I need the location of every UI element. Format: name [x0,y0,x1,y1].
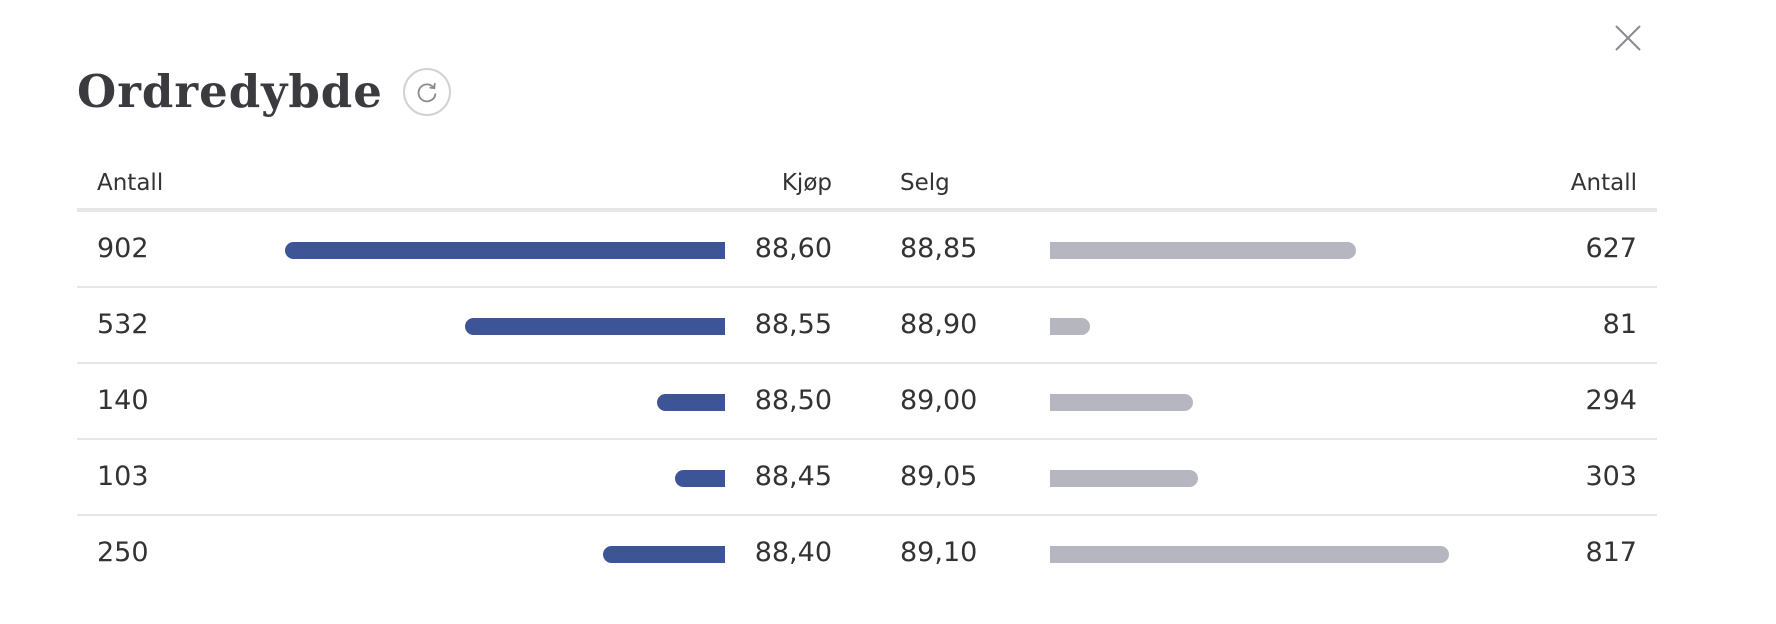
sell-quantity: 817 [1585,537,1637,568]
buy-quantity: 532 [97,309,149,340]
buy-price: 88,55 [754,309,832,340]
buy-price: 88,40 [754,537,832,568]
table-row: 250 88,40 89,10 817 [77,516,1657,592]
sell-price: 89,05 [900,461,978,492]
buy-quantity: 250 [97,537,149,568]
buy-volume-bar [285,242,725,259]
sell-price: 88,90 [900,309,978,340]
table-row: 902 88,60 88,85 627 [77,212,1657,288]
close-icon [1615,25,1641,51]
header-sell-quantity: Antall [1570,170,1637,196]
table-row: 140 88,50 89,00 294 [77,364,1657,440]
buy-price: 88,50 [754,385,832,416]
order-depth-table: Antall Kjøp Selg Antall 902 88,60 88,85 627… [77,160,1657,592]
table-body: 902 88,60 88,85 627 532 88,55 88,90 81 140 88,50 8… [77,212,1657,592]
sell-quantity: 627 [1585,233,1637,264]
buy-price: 88,45 [754,461,832,492]
sell-price: 89,00 [900,385,978,416]
header-buy-price: Kjøp [781,170,832,196]
sell-price: 88,85 [900,233,978,264]
buy-quantity: 902 [97,233,149,264]
buy-price: 88,60 [754,233,832,264]
buy-quantity: 103 [97,461,149,492]
buy-volume-bar [657,394,725,411]
sell-volume-bar [1050,470,1198,487]
sell-quantity: 303 [1585,461,1637,492]
refresh-icon [417,83,437,103]
close-button[interactable] [1612,22,1644,54]
table-header: Antall Kjøp Selg Antall [77,160,1657,212]
page-title: Ordredybde [77,65,383,118]
table-row: 103 88,45 89,05 303 [77,440,1657,516]
refresh-button[interactable] [402,68,451,116]
sell-price: 89,10 [900,537,978,568]
sell-quantity: 81 [1602,309,1637,340]
sell-quantity: 294 [1585,385,1637,416]
sell-volume-bar [1050,318,1090,335]
buy-volume-bar [465,318,725,335]
sell-volume-bar [1050,242,1356,259]
buy-quantity: 140 [97,385,149,416]
sell-volume-bar [1050,394,1193,411]
header-buy-quantity: Antall [97,170,164,196]
buy-volume-bar [603,546,725,563]
title-row: Ordredybde [77,60,451,124]
buy-volume-bar [675,470,725,487]
table-row: 532 88,55 88,90 81 [77,288,1657,364]
header-sell-price: Selg [900,170,950,196]
sell-volume-bar [1050,546,1449,563]
